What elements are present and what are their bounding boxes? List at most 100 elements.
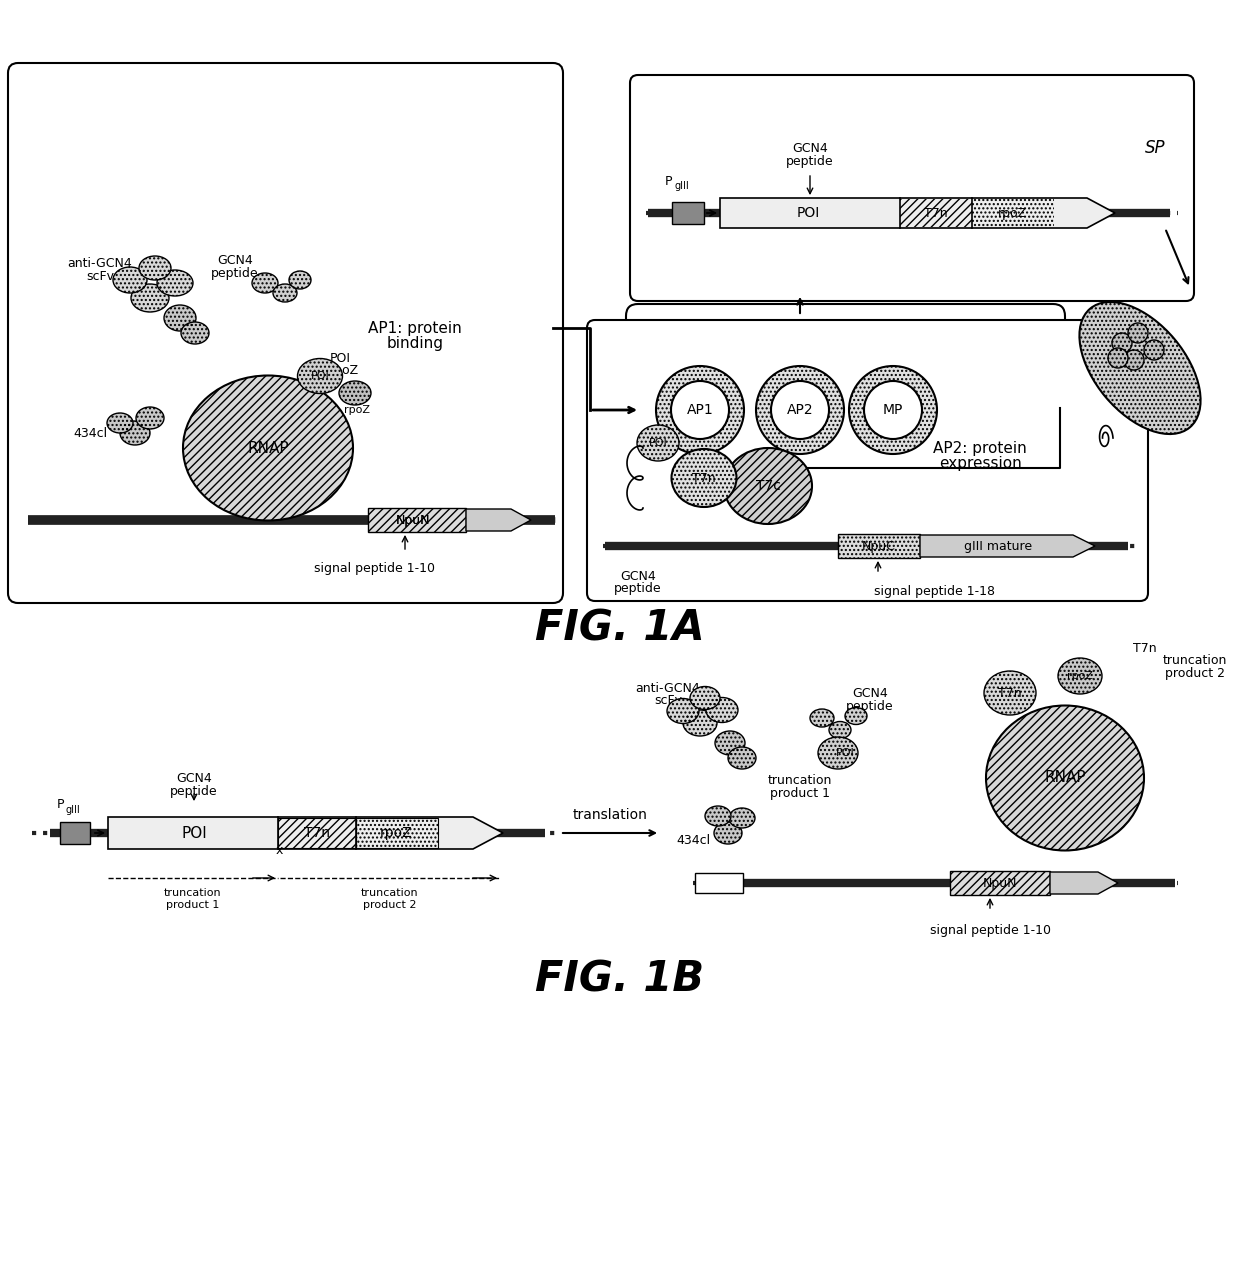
Ellipse shape (985, 671, 1035, 715)
Text: rpoZ: rpoZ (330, 363, 360, 376)
Text: 434cl: 434cl (676, 833, 711, 846)
Ellipse shape (672, 450, 737, 507)
Ellipse shape (131, 283, 169, 312)
Text: SP: SP (1145, 139, 1166, 157)
Text: P: P (665, 174, 672, 188)
Text: GCN4: GCN4 (852, 687, 888, 699)
Text: FIG. 1B: FIG. 1B (536, 960, 704, 1001)
Text: T7n: T7n (1133, 641, 1157, 654)
Text: POI: POI (796, 206, 820, 220)
Text: 434cl: 434cl (73, 426, 107, 439)
Ellipse shape (724, 448, 812, 524)
Ellipse shape (706, 698, 738, 723)
Circle shape (1123, 350, 1145, 370)
FancyBboxPatch shape (950, 871, 1050, 895)
Text: rpoZ: rpoZ (343, 404, 370, 415)
Ellipse shape (157, 270, 193, 296)
Text: signal peptide 1-18: signal peptide 1-18 (874, 585, 996, 598)
Circle shape (1145, 340, 1164, 361)
Text: signal peptide 1-10: signal peptide 1-10 (315, 562, 435, 574)
Ellipse shape (181, 322, 210, 344)
Ellipse shape (689, 687, 720, 710)
Circle shape (1128, 323, 1148, 343)
FancyArrow shape (108, 817, 503, 849)
Ellipse shape (184, 376, 353, 520)
Text: rpoZ: rpoZ (1066, 671, 1092, 681)
Text: POI: POI (330, 352, 351, 365)
Text: scFv: scFv (653, 693, 682, 707)
Text: NpuN: NpuN (396, 514, 430, 527)
Ellipse shape (986, 706, 1145, 850)
Ellipse shape (120, 421, 150, 444)
Text: T7c: T7c (755, 479, 780, 493)
Text: FIG. 1A: FIG. 1A (536, 607, 704, 649)
Text: gIII: gIII (675, 182, 689, 191)
FancyArrow shape (466, 509, 531, 531)
Text: POI: POI (836, 748, 854, 759)
Text: gIII mature: gIII mature (963, 540, 1032, 553)
Text: RNAP: RNAP (247, 440, 289, 456)
Ellipse shape (667, 698, 699, 724)
Text: scFv: scFv (86, 269, 114, 282)
Circle shape (671, 381, 729, 439)
Text: T7n: T7n (304, 826, 330, 840)
Text: expression: expression (939, 456, 1022, 470)
Circle shape (849, 366, 937, 453)
FancyArrow shape (920, 535, 1095, 556)
Text: NpuC: NpuC (862, 540, 897, 553)
Ellipse shape (810, 708, 835, 726)
Circle shape (1112, 334, 1132, 353)
Circle shape (656, 366, 744, 453)
FancyArrow shape (720, 198, 1115, 228)
Circle shape (1109, 348, 1128, 368)
Text: rpoZ: rpoZ (997, 206, 1027, 219)
Text: RNAP: RNAP (1044, 770, 1086, 786)
Text: peptide: peptide (170, 784, 218, 797)
Circle shape (771, 381, 830, 439)
Ellipse shape (637, 425, 680, 461)
Ellipse shape (139, 256, 171, 279)
Text: signal peptide 1-10: signal peptide 1-10 (930, 923, 1050, 936)
FancyBboxPatch shape (626, 304, 1065, 518)
Text: T7n: T7n (998, 687, 1022, 699)
Text: NpuN: NpuN (983, 877, 1017, 890)
Text: anti-GCN4: anti-GCN4 (68, 256, 133, 269)
Circle shape (756, 366, 844, 453)
Ellipse shape (164, 305, 196, 331)
Text: product 1: product 1 (770, 787, 830, 800)
Text: peptide: peptide (614, 581, 662, 595)
Ellipse shape (252, 273, 278, 292)
Text: NpuN: NpuN (396, 514, 430, 527)
Text: AP1: AP1 (687, 403, 713, 417)
Ellipse shape (1079, 301, 1200, 434)
FancyBboxPatch shape (587, 319, 1148, 601)
Text: GCN4: GCN4 (217, 254, 253, 267)
Ellipse shape (107, 413, 133, 433)
Text: T7n: T7n (924, 206, 947, 219)
FancyBboxPatch shape (630, 75, 1194, 301)
Text: product 2: product 2 (363, 900, 417, 911)
Text: gIII: gIII (66, 805, 81, 815)
Text: product 1: product 1 (166, 900, 219, 911)
Text: POI: POI (649, 438, 667, 448)
Ellipse shape (136, 407, 164, 429)
Ellipse shape (273, 283, 298, 301)
Ellipse shape (339, 381, 371, 404)
Text: AP2: protein: AP2: protein (934, 440, 1027, 456)
Ellipse shape (113, 267, 148, 292)
Ellipse shape (706, 806, 732, 826)
Ellipse shape (830, 721, 851, 738)
Ellipse shape (818, 737, 858, 769)
Text: GCN4: GCN4 (620, 569, 656, 582)
Text: truncation: truncation (361, 887, 419, 898)
Text: truncation: truncation (1163, 653, 1228, 666)
Text: anti-GCN4: anti-GCN4 (636, 681, 701, 694)
Text: P: P (56, 799, 63, 811)
Ellipse shape (729, 808, 755, 828)
FancyArrow shape (1050, 872, 1118, 894)
Text: product 2: product 2 (1166, 666, 1225, 680)
Ellipse shape (844, 707, 867, 725)
Circle shape (864, 381, 923, 439)
Text: MP: MP (883, 403, 903, 417)
Ellipse shape (728, 747, 756, 769)
